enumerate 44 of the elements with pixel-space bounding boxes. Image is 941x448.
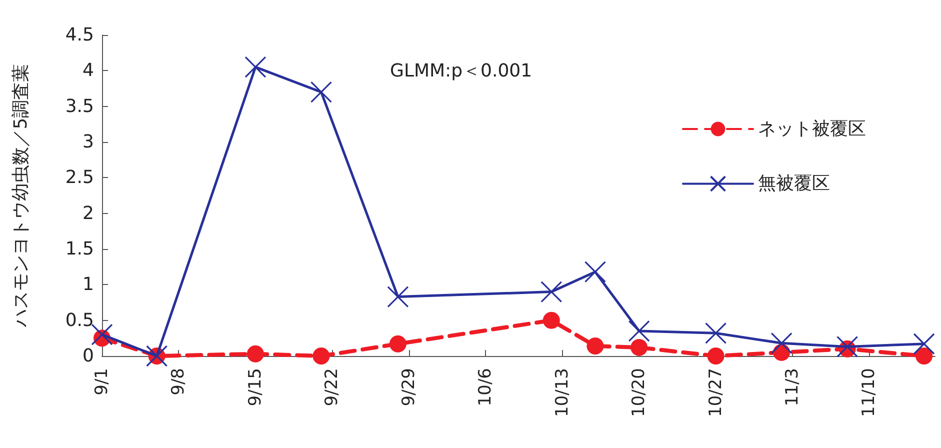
y-tick-label: 4.5 [65,24,94,46]
point [628,320,650,342]
point [770,332,792,354]
point [542,312,560,329]
legend-label: ネット被覆区 [758,118,866,140]
x-tick-label: 9/29 [398,368,419,406]
point [244,56,266,78]
point [704,322,727,344]
point [310,81,332,103]
x-tick-label: 10/27 [706,368,726,417]
y-tick-label: 3 [82,132,94,152]
y-tick-label: 0 [82,346,94,366]
point [389,335,406,352]
y-tick-label: 4 [82,60,94,82]
point [91,324,113,346]
x-tick-label: 9/8 [168,368,189,396]
x-tick-label: 9/22 [322,368,342,406]
y-tick-label: 2.5 [65,167,94,188]
point [630,338,648,356]
x-tick-label: 10/6 [476,368,496,406]
x-tick-label: 10/20 [629,368,650,417]
y-tick-label: 0.5 [65,310,94,331]
point [586,338,604,355]
y-tick-label: 1 [82,274,94,296]
y-axis-title: ハスモンヨトウ幼虫数／5調査葉 [10,64,32,328]
point [387,286,409,308]
annotation: GLMM:p＜0.001 [390,60,532,82]
x-tick-label: 11/3 [782,368,803,406]
y-tick-label: 2 [82,202,94,224]
point [836,336,858,358]
y-tick-label: 1.5 [65,238,94,260]
x-tick-label: 10/13 [552,368,572,417]
x-tick-label: 9/15 [245,368,266,406]
x-tick-label: 11/10 [859,368,880,417]
point [916,348,933,364]
point [540,281,562,303]
legend-label: 無被覆区 [758,173,830,194]
x-tick-label: 9/1 [92,368,112,396]
point [246,345,264,362]
y-tick-label: 3.5 [65,96,94,117]
point [312,348,330,364]
point [584,261,606,283]
point [913,333,935,355]
point [707,348,724,364]
